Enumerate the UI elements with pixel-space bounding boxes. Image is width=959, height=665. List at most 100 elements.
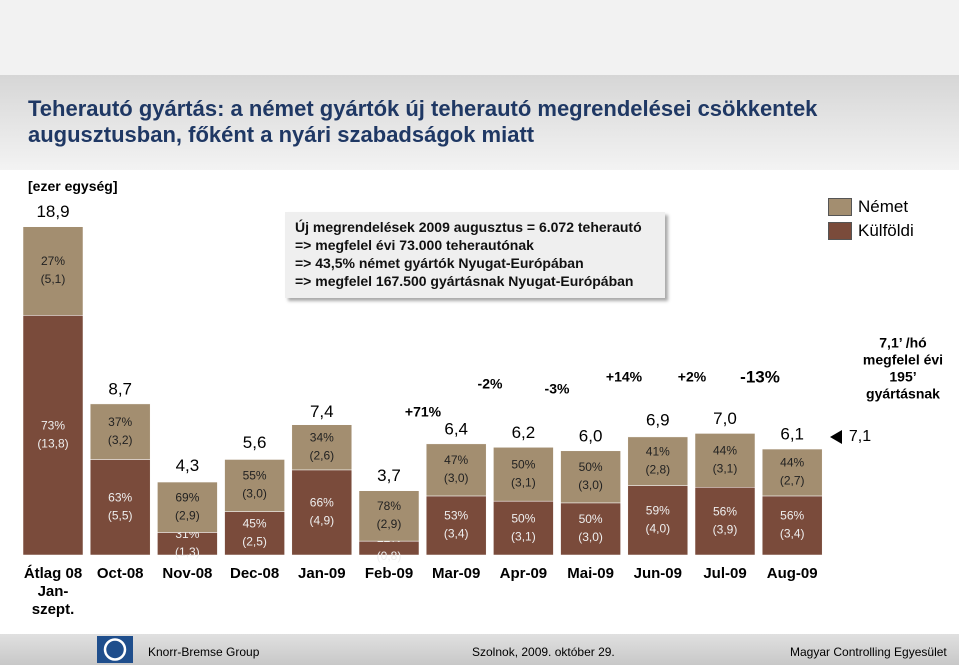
share-label: 63% <box>108 490 132 504</box>
reference-note: 7,1’ /hó <box>879 335 926 351</box>
total-label: 3,7 <box>377 466 401 485</box>
reference-label: 7,1 <box>849 428 871 445</box>
value-label: (2,9) <box>377 517 402 531</box>
note-line: => megfelel évi 73.000 teherautónak <box>295 237 534 253</box>
value-label: (3,0) <box>444 471 469 485</box>
top-band <box>0 0 959 75</box>
x-tick-label: Aug-09 <box>766 565 818 582</box>
share-label: 44% <box>780 456 804 470</box>
total-label: 6,9 <box>646 411 670 430</box>
x-tick-label: Jul-09 <box>703 565 747 582</box>
bar-segment <box>560 502 621 556</box>
legend-swatch <box>828 222 852 240</box>
x-tick-label: Átlag 08 Jan-szept. <box>23 565 83 618</box>
total-label: 6,1 <box>780 425 804 444</box>
value-label: (3,2) <box>108 433 133 447</box>
total-label: 7,0 <box>713 409 737 428</box>
share-label: 73% <box>41 418 65 432</box>
legend-label: Német <box>858 197 909 216</box>
value-label: (3,1) <box>511 529 536 543</box>
bar-segment <box>493 500 554 556</box>
share-label: 50% <box>579 460 603 474</box>
slide-title: Teherautó gyártás: a német gyártók új te… <box>28 96 818 147</box>
bar-segment <box>761 448 823 497</box>
value-label: (3,0) <box>578 530 603 544</box>
legend: Német Külföldi <box>828 195 914 243</box>
share-label: 50% <box>511 457 535 471</box>
value-label: (3,4) <box>444 527 469 541</box>
bar-segment <box>22 315 84 556</box>
share-label: 56% <box>780 509 804 523</box>
share-label: 45% <box>243 516 267 530</box>
legend-item: Külföldi <box>828 219 914 243</box>
x-tick-label: Jun-09 <box>633 565 682 582</box>
footer-org: Magyar Controlling Egyesület <box>790 645 947 659</box>
x-tick-label: Mar-09 <box>432 565 481 582</box>
unit-label: [ezer egység] <box>28 178 118 194</box>
title-band <box>0 75 959 170</box>
share-label: 41% <box>646 444 670 458</box>
total-label: 8,7 <box>108 379 132 398</box>
share-label: 69% <box>175 490 199 504</box>
value-label: (4,9) <box>309 514 334 528</box>
x-tick-label: Mai-09 <box>567 565 614 582</box>
change-label: +71% <box>405 404 442 420</box>
bar-segment <box>627 436 689 486</box>
value-label: (4,0) <box>645 521 670 535</box>
value-label: (13,8) <box>37 436 68 450</box>
total-label: 6,0 <box>579 426 603 445</box>
bar-segment <box>425 495 487 556</box>
bar-segment <box>358 490 420 542</box>
value-label: (2,7) <box>780 474 805 488</box>
bar-segment <box>694 487 756 556</box>
value-label: (0,8) <box>377 549 402 563</box>
bar-segment <box>291 424 353 471</box>
total-label: 7,4 <box>310 402 334 421</box>
reference-note: megfelel évi <box>863 352 943 368</box>
value-label: (2,6) <box>309 448 334 462</box>
share-label: 53% <box>444 509 468 523</box>
value-label: (5,5) <box>108 508 133 522</box>
share-label: 37% <box>108 415 132 429</box>
logo <box>97 636 133 663</box>
bar-segment <box>22 226 84 316</box>
total-label: 4,3 <box>176 456 200 475</box>
share-label: 66% <box>310 496 334 510</box>
share-label: 44% <box>713 444 737 458</box>
legend-label: Külföldi <box>858 221 914 240</box>
share-label: 59% <box>646 503 670 517</box>
bar-segment <box>89 459 151 556</box>
x-tick-label: Jan-09 <box>298 565 346 582</box>
note-box: Új megrendelések 2009 augusztus = 6.072 … <box>285 212 665 298</box>
share-label: 50% <box>579 512 603 526</box>
reference-note: 195’ <box>889 369 916 385</box>
bar-segment <box>89 403 151 460</box>
value-label: (3,4) <box>780 527 805 541</box>
change-label: +14% <box>606 369 643 385</box>
value-label: (3,1) <box>511 475 536 489</box>
share-label: 50% <box>511 511 535 525</box>
x-tick-label: Nov-08 <box>162 565 213 582</box>
footer: Knorr-Bremse Group Szolnok, 2009. októbe… <box>0 634 959 665</box>
change-label: -13% <box>740 367 780 386</box>
change-label: -2% <box>478 376 503 392</box>
x-tick-label: Dec-08 <box>229 565 280 582</box>
note-line: => 43,5% német gyártók Nyugat-Európában <box>295 255 584 271</box>
value-label: (2,5) <box>242 534 267 548</box>
footer-company: Knorr-Bremse Group <box>148 645 260 659</box>
value-label: (3,0) <box>242 487 267 501</box>
total-label: 6,2 <box>512 423 536 442</box>
chart: 7,1 73% (13,8) 27% (5,1) 18,9 63% (5,5) 37% (3,2… <box>22 202 943 563</box>
bar-segment <box>761 495 823 556</box>
value-label: (2,8) <box>645 462 670 476</box>
bar-segment <box>224 459 285 512</box>
value-label: (2,9) <box>175 508 200 522</box>
value-label: (3,0) <box>578 478 603 492</box>
legend-item: Német <box>828 195 914 219</box>
share-label: 47% <box>444 453 468 467</box>
share-label: 56% <box>713 504 737 518</box>
bar-segment <box>694 433 756 488</box>
bar-segment <box>493 447 554 502</box>
note-line: Új megrendelések 2009 augusztus = 6.072 … <box>295 219 642 235</box>
share-label: 27% <box>41 254 65 268</box>
